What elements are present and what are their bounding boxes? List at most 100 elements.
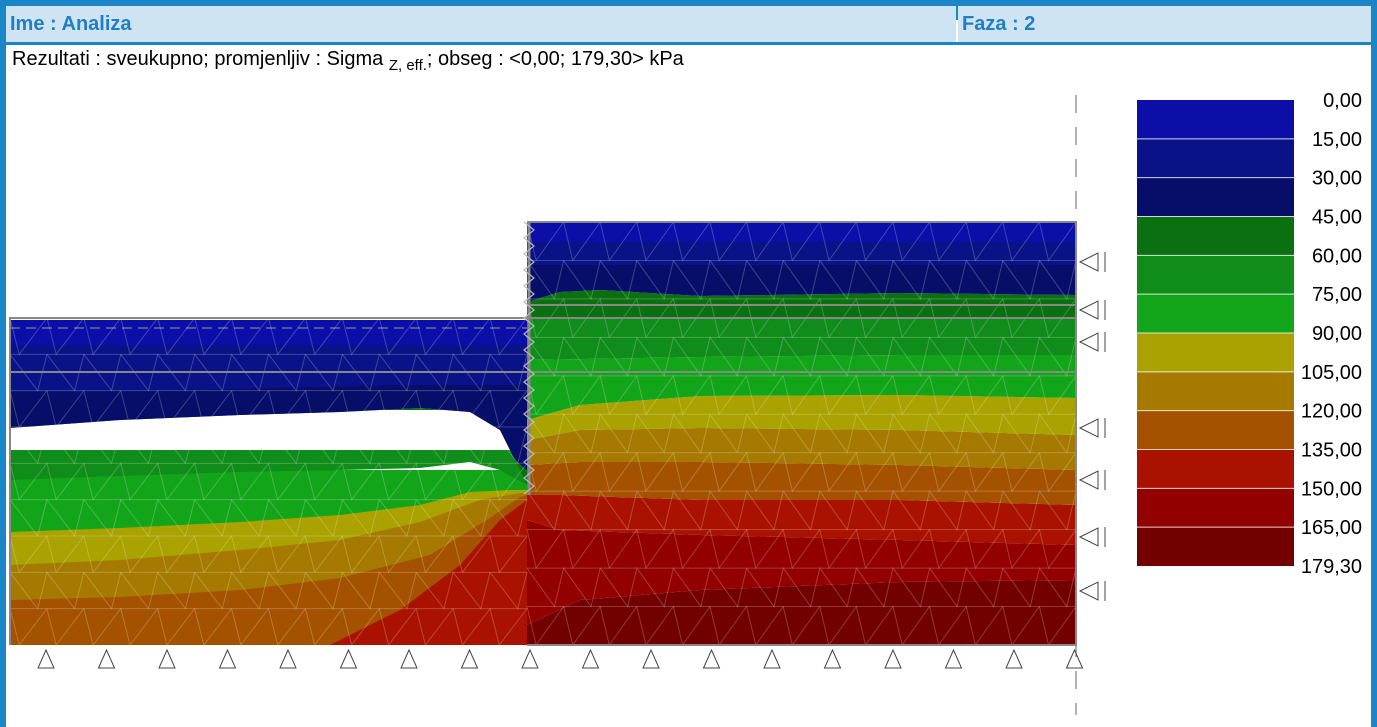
mesh-element (819, 452, 858, 493)
band-left-60 (10, 450, 527, 485)
mesh-element (489, 426, 528, 465)
legend-swatch (1137, 449, 1294, 489)
mesh-element (818, 567, 858, 608)
legend-label: 15,00 (1312, 129, 1362, 151)
mesh-element (965, 452, 1004, 493)
mesh-element (636, 606, 675, 647)
mesh-element (818, 336, 858, 378)
mesh-element (709, 375, 748, 416)
mesh-element (452, 499, 491, 538)
legend-label: 30,00 (1312, 168, 1362, 190)
results-suffix: ; obseg : <0,00; 179,30> kPa (426, 48, 684, 70)
mesh-element (855, 567, 894, 608)
mesh-element (1001, 259, 1041, 301)
mesh-element (46, 608, 85, 647)
mesh-element (83, 390, 122, 429)
mesh-element (892, 413, 931, 454)
mesh-element (341, 462, 381, 501)
legend-swatch (1137, 177, 1294, 217)
mesh-element (928, 413, 967, 454)
mesh-element (635, 413, 675, 454)
mesh-element (818, 259, 858, 301)
mesh-element (635, 490, 675, 531)
mesh-element (45, 499, 85, 538)
mesh-element (635, 567, 675, 608)
mesh-element (267, 390, 307, 429)
mesh-element (1038, 413, 1077, 454)
mesh-element (415, 535, 455, 574)
band-right-0 (527, 222, 1076, 242)
legend-label: 0,00 (1323, 90, 1362, 112)
mesh-element (562, 375, 602, 416)
band-right-15 (527, 242, 1076, 265)
mesh-element (782, 490, 821, 531)
legend-swatch (1137, 294, 1294, 333)
legend-swatch (1137, 100, 1294, 139)
mesh-element (1002, 452, 1041, 493)
mesh-element (745, 606, 785, 647)
mesh-element (378, 571, 417, 610)
support-triangle (702, 648, 721, 669)
mesh-element (119, 571, 159, 610)
mesh-element (452, 535, 492, 574)
mesh-element (599, 259, 638, 301)
support-triangle (279, 648, 297, 669)
band-left-75 (10, 470, 527, 532)
mesh-element (819, 375, 858, 416)
support-triangle (97, 648, 116, 669)
bottom-supports (37, 648, 1084, 669)
mesh-element (415, 499, 454, 538)
legend-swatch (1137, 527, 1294, 566)
mesh-element (745, 529, 785, 570)
mesh-element (1001, 567, 1041, 608)
mesh-element (526, 606, 565, 647)
mesh-element (672, 606, 711, 647)
mesh-element (855, 490, 894, 531)
mesh-element (745, 336, 784, 378)
mesh-element (415, 571, 454, 610)
mesh-element (709, 606, 748, 647)
mesh-element (120, 462, 159, 501)
legend-swatch (1137, 488, 1294, 528)
band-right-105 (527, 428, 1076, 470)
mesh-element (267, 535, 307, 574)
mesh-element (120, 390, 159, 429)
band-right-165 (527, 580, 1076, 645)
mesh-element (489, 535, 529, 574)
mesh-element (341, 390, 381, 429)
mesh-element (415, 426, 454, 465)
mesh-element (304, 499, 344, 538)
mesh-element (46, 390, 85, 429)
mesh-element (599, 567, 638, 608)
mesh-element (230, 390, 270, 429)
mesh-element (83, 608, 122, 647)
mesh-element (892, 567, 931, 608)
mesh-element (562, 452, 602, 493)
support-triangle (400, 648, 418, 669)
legend-swatch (1137, 255, 1294, 295)
mesh-element (452, 462, 492, 501)
support-triangle (37, 648, 55, 669)
mesh-element (1002, 375, 1041, 416)
mesh-element (672, 529, 711, 570)
legend-label: 120,00 (1301, 401, 1362, 423)
mesh-element (378, 535, 418, 574)
mesh-element (892, 336, 931, 378)
mesh-element (378, 462, 418, 501)
mesh-element (489, 390, 529, 429)
mesh-element (562, 336, 601, 378)
sheet-pile-wall (523, 221, 535, 495)
mesh-element (1038, 490, 1077, 531)
mesh-element (9, 608, 48, 647)
mesh-element (855, 452, 894, 493)
legend-swatch (1137, 371, 1294, 411)
mesh-element (745, 567, 784, 608)
mesh-element (892, 529, 931, 570)
mesh-element (782, 567, 821, 608)
structure-outline (9, 221, 1077, 646)
legend-label: 60,00 (1312, 245, 1362, 267)
side-support-triangle (1078, 252, 1099, 272)
mesh-element (819, 606, 858, 647)
mesh-element (928, 567, 967, 608)
